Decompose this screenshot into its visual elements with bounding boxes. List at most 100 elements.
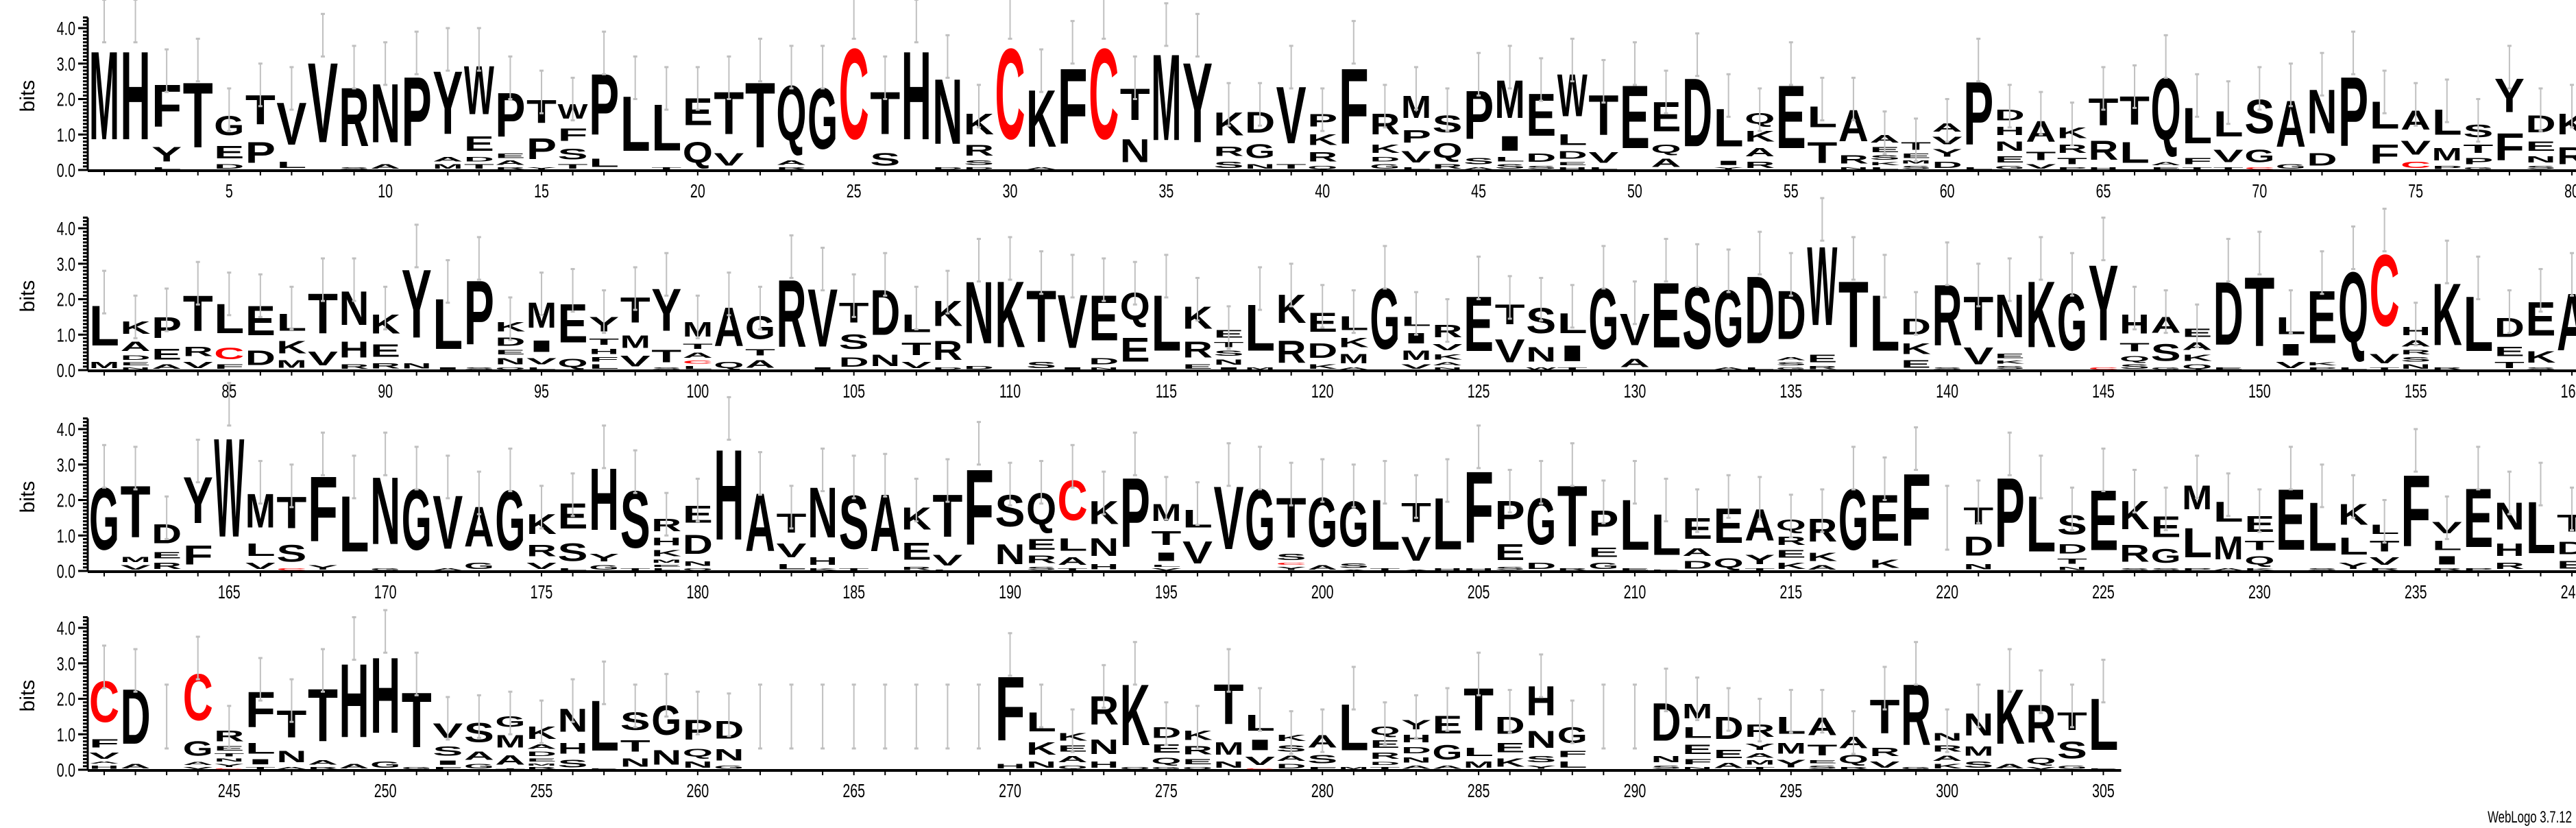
logo-letter-E: E [1182, 363, 1213, 370]
logo-column-141: VT [1963, 263, 1994, 369]
logo-column-185: TS [839, 454, 869, 571]
logo-letter-K: K [1869, 558, 1899, 571]
logo-letter-R: R [1838, 766, 1869, 770]
logo-letter-G: G [2276, 163, 2306, 170]
logo-column-237: PE [2463, 446, 2493, 571]
logo-letter-C: C [2401, 160, 2431, 170]
logo-column-26: ST [870, 55, 900, 169]
logo-letter-R: R [1557, 568, 1588, 571]
x-tick-label-wrap: 165 [218, 582, 241, 603]
logo-column-110: K [995, 236, 1025, 367]
logo-column-4: T [183, 38, 213, 167]
x-tick-label-wrap: 275 [1155, 781, 1178, 802]
x-tick-label-wrap: 300 [1936, 781, 1958, 802]
logo-letter-L: L [1745, 367, 1775, 370]
logo-letter-S: S [558, 538, 588, 567]
logo-letter-R: R [526, 541, 557, 560]
logo-letter-C: C [2370, 234, 2400, 348]
logo-letter-G: G [2244, 145, 2274, 166]
y-axis-title-row-1: bits [16, 80, 39, 112]
logo-letter-K: K [1339, 335, 1370, 350]
logo-column-177: GYH [589, 424, 619, 571]
logo-column-12: MAY [433, 27, 463, 170]
x-tick-label: 230 [2248, 582, 2271, 603]
logo-column-49: LVT [1588, 59, 1618, 170]
logo-column-249: AH [339, 616, 369, 770]
logo-column-157: L [2463, 255, 2493, 368]
logo-letter-Y: Y [2338, 561, 2369, 571]
logo-letter-K: K [1932, 763, 1963, 770]
logo-column-23: RAQ [777, 45, 807, 170]
y-tick-label-wrap: 0.0 [57, 361, 75, 382]
logo-column-20: QE [683, 66, 713, 169]
x-tick-label: 205 [1468, 582, 1490, 603]
logo-letter-H: H [339, 642, 369, 759]
logo-letter-T: T [2244, 538, 2274, 553]
logo-letter-Y: Y [402, 250, 432, 358]
logo-letter-N: N [1682, 766, 1712, 770]
y-tick-label-wrap: 4.0 [57, 19, 75, 40]
logo-letter-S: S [1651, 765, 1681, 770]
logo-letter-E: E [121, 361, 151, 366]
logo-letter-P: P [2463, 568, 2493, 571]
x-tick-label: 105 [842, 381, 865, 402]
x-tick-label-wrap: 255 [531, 781, 553, 802]
logo-letter-V: V [777, 539, 807, 561]
logo-column-198: G [1245, 446, 1275, 569]
logo-column-88: VT [308, 257, 338, 369]
logo-letter-T: T [2370, 538, 2400, 555]
x-tick-label-wrap: 185 [842, 582, 865, 603]
logo-column-101: QA [714, 271, 744, 370]
logo-column-102: ATG [745, 285, 775, 370]
logo-letter-S: S [1776, 361, 1806, 366]
x-tick-label: 195 [1155, 582, 1178, 603]
logo-letter-Y: Y [589, 552, 619, 563]
logo-column-15: YPT [526, 69, 557, 170]
logo-column-161: G [89, 443, 119, 569]
logo-letter-E: E [1995, 352, 2025, 359]
logo-column-207: DG [1526, 460, 1556, 571]
x-tick-label: 70 [2252, 181, 2267, 202]
y-tick-label: 0.0 [57, 561, 75, 583]
logo-column-128: TIL [1557, 284, 1588, 370]
logo-column-45: ASP [1463, 51, 1494, 170]
logo-letter-G: G [1901, 766, 1931, 770]
logo-letter-H: H [714, 424, 744, 568]
logo-letter-T: T [620, 737, 651, 755]
logo-letter-W: W [1526, 367, 1557, 370]
logo-letter-T: T [1807, 742, 1837, 759]
logo-column-170: GN [370, 431, 400, 571]
logo-column-251: GT [402, 651, 432, 770]
logo-letter-P: P [2307, 367, 2337, 370]
logo-column-55: E [1776, 41, 1806, 167]
logo-column-173: GA [464, 470, 494, 571]
logo-letter-I: I [2432, 554, 2462, 567]
logo-column-119: RK [1276, 263, 1307, 369]
logo-letter-D: D [964, 167, 994, 170]
x-tick-label: 155 [2405, 381, 2427, 402]
x-tick-label-wrap: 240 [2561, 582, 2576, 603]
logo-letter-N: N [1214, 358, 1244, 366]
logo-column-262 [757, 683, 762, 750]
logo-column-27: H [901, 0, 932, 167]
logo-column-290 [1632, 683, 1637, 750]
x-tick-label-wrap: 205 [1468, 582, 1490, 603]
logo-letter-G: G [1588, 561, 1618, 571]
logo-letter-Y: Y [1776, 757, 1806, 769]
logo-column-130: AV [1620, 280, 1650, 370]
logo-letter-G: G [714, 765, 744, 770]
logo-column-59: SMET [1901, 117, 1931, 170]
logo-column-134: LD [1745, 230, 1775, 370]
logo-letter-K: K [1307, 363, 1337, 370]
logo-letter-L: L [2338, 367, 2368, 370]
x-tick-label-wrap: 215 [1779, 582, 1802, 603]
